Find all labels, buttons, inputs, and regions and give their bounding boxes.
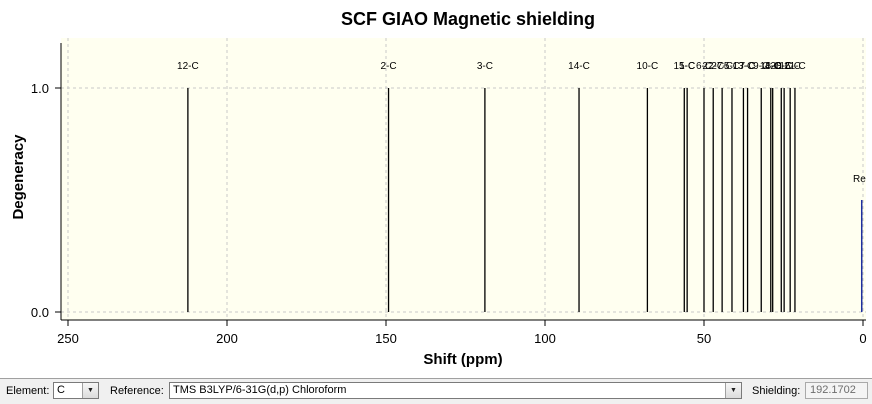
chevron-down-icon[interactable]: ▼ <box>82 383 98 398</box>
peak-label: 1-C <box>679 61 695 72</box>
plot-background <box>61 38 866 320</box>
reference-select-value: TMS B3LYP/6-31G(d,p) Chloroform <box>173 384 347 396</box>
chart-title: SCF GIAO Magnetic shielding <box>341 9 595 29</box>
chart-canvas: 12-C 2-C 3-C 14-C 10-C 15-C1-C 6-C22-C27-C5-C1… <box>10 9 867 368</box>
peak-label: 14-C <box>568 61 590 72</box>
shielding-label: Shielding: <box>752 385 801 397</box>
peak-label: 20-C <box>770 61 792 72</box>
peak-label: 7-C <box>740 61 756 72</box>
x-tick-label: 200 <box>216 331 238 346</box>
peak-label: 10-C <box>637 61 659 72</box>
axis-ticks: 250 200 150 100 50 0 0.0 1.0 <box>31 81 867 346</box>
peak-label: 8-C <box>776 61 792 72</box>
peak-label: 27-C <box>711 61 733 72</box>
x-tick-label: 250 <box>57 331 79 346</box>
peak-label: 6-C <box>696 61 712 72</box>
peak-label: 12-C <box>177 61 199 72</box>
peak-label: 21-C <box>784 61 806 72</box>
peak-label: 22-C <box>702 61 724 72</box>
x-axis-label: Shift (ppm) <box>423 351 502 368</box>
x-tick-label: 150 <box>375 331 397 346</box>
chevron-down-icon[interactable]: ▼ <box>725 383 741 398</box>
peak-label: 13-C <box>733 61 755 72</box>
peak-label: 3-C <box>477 61 493 72</box>
reference-label: Re <box>853 174 866 185</box>
y-axis-label: Degeneracy <box>10 134 27 220</box>
control-bar: Element: C ▼ Reference: TMS B3LYP/6-31G(… <box>0 379 872 404</box>
peak-labels: 12-C 2-C 3-C 14-C 10-C 15-C1-C 6-C22-C27-C5-C1… <box>177 61 866 185</box>
element-label: Element: <box>6 385 50 397</box>
x-tick-label: 100 <box>534 331 556 346</box>
spectrum-chart: 12-C 2-C 3-C 14-C 10-C 15-C 1-C 6-C 22-C 27-C 5-C 1… <box>0 9 872 379</box>
element-select-value: C <box>57 384 65 396</box>
grid-lines <box>61 38 866 320</box>
peak-label: 15-C <box>673 61 695 72</box>
peak-label: 2-C <box>380 61 396 72</box>
shielding-field[interactable]: 192.1702 <box>805 382 868 399</box>
x-tick-label: 0 <box>859 331 866 346</box>
reference-select[interactable]: TMS B3LYP/6-31G(d,p) Chloroform ▼ <box>169 382 742 399</box>
y-tick-label: 1.0 <box>31 81 49 96</box>
shielding-value: 192.1702 <box>810 384 856 396</box>
peak-lines <box>187 88 863 312</box>
peak-label: 9-C <box>753 61 769 72</box>
y-tick-label: 0.0 <box>31 305 49 320</box>
peak-label: 18-C <box>760 61 782 72</box>
x-tick-label: 50 <box>697 331 711 346</box>
reference-label: Reference: <box>110 385 164 397</box>
peak-label: 4-C <box>765 61 781 72</box>
peak-label: 5-C <box>724 61 740 72</box>
peak-label: 16-C <box>779 61 801 72</box>
element-select[interactable]: C ▼ <box>53 382 99 399</box>
